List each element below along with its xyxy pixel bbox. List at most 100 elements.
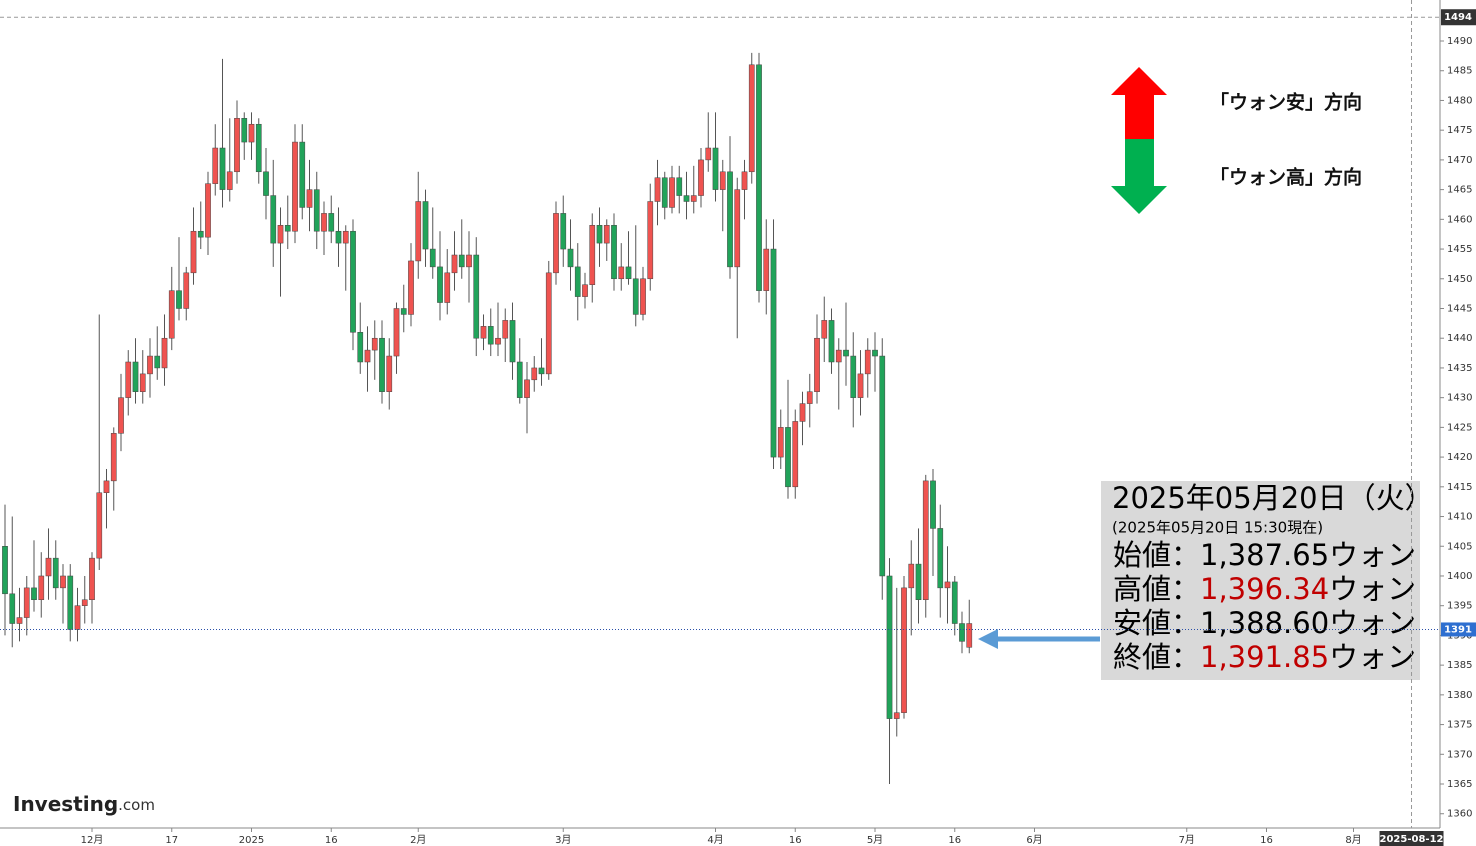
info-row-value: 1,391.85: [1200, 640, 1329, 674]
candle-body: [966, 623, 973, 648]
candle-body: [139, 373, 146, 392]
candle-body: [248, 123, 255, 143]
info-row-label: 高値：: [1113, 572, 1200, 606]
info-row-unit: ウォン: [1329, 640, 1416, 674]
info-title: 2025年05月20日（火）: [1112, 481, 1434, 515]
logo: Investing.com: [13, 792, 155, 816]
info-row-label: 安値：: [1113, 606, 1200, 640]
y-tick-label: 1455: [1447, 244, 1472, 255]
candle-body: [350, 230, 356, 333]
candle-body: [277, 225, 284, 244]
candle-body: [197, 230, 204, 238]
last-price-label: 1391: [1444, 624, 1472, 635]
candle-body: [386, 355, 393, 392]
candle-body: [502, 320, 509, 339]
candle-body: [640, 278, 646, 315]
candle-body: [698, 159, 704, 196]
candle-body: [415, 201, 422, 262]
candle-body: [23, 587, 30, 618]
candle-body: [915, 563, 922, 601]
candle-body: [473, 254, 480, 339]
candle-body: [545, 272, 552, 375]
candle-body: [284, 225, 291, 232]
candle-body: [879, 355, 886, 577]
candle-body: [763, 248, 770, 291]
x-tick-label: 16: [1260, 835, 1273, 846]
candle-body: [147, 355, 153, 375]
y-tick-label: 1425: [1447, 422, 1472, 433]
candle-body: [60, 575, 66, 589]
candle-body: [313, 189, 320, 232]
up-arrow-head: [1111, 67, 1167, 95]
candle-body: [132, 361, 139, 392]
x-tick-label: 6月: [1026, 834, 1042, 846]
y-tick-label: 1410: [1447, 512, 1472, 523]
candle-body: [647, 201, 654, 280]
y-tick-label: 1405: [1447, 541, 1472, 552]
candle-body: [437, 266, 443, 303]
y-tick-label: 1395: [1447, 601, 1472, 612]
candle-body: [937, 528, 944, 589]
y-tick-label: 1370: [1447, 749, 1472, 760]
candle-body: [422, 201, 429, 250]
candle-body: [379, 337, 385, 392]
candle-body: [886, 575, 893, 719]
y-tick-label: 1460: [1447, 214, 1472, 225]
candle-body: [661, 177, 668, 208]
candle-body: [38, 575, 45, 601]
candle-body: [669, 177, 675, 208]
candle-body: [234, 118, 240, 173]
candle-body: [806, 391, 813, 404]
candle-body: [850, 355, 857, 398]
candle-body: [777, 427, 784, 458]
y-tick-label: 1445: [1447, 303, 1472, 314]
x-tick-label: 7月: [1179, 834, 1195, 846]
x-tick-label: 4月: [707, 834, 723, 846]
candle-body: [944, 581, 951, 589]
x-tick-label: 5月: [867, 834, 883, 846]
x-tick-label: 2月: [410, 834, 426, 846]
info-row: 始値：1,387.65ウォン: [1113, 538, 1416, 572]
y-tick-label: 1400: [1447, 571, 1472, 582]
info-subtitle: (2025年05月20日 15:30現在): [1112, 519, 1323, 537]
candle-body: [770, 248, 777, 458]
x-tick-label: 16: [325, 835, 338, 846]
candle-body: [2, 546, 8, 595]
candle-body: [705, 147, 712, 161]
candle-body: [103, 480, 110, 494]
candle-body: [219, 147, 226, 190]
x-tick-label: 17: [165, 835, 178, 846]
candle-body: [81, 599, 88, 606]
y-tick-label: 1480: [1447, 95, 1472, 106]
candle-body: [951, 581, 958, 624]
logo-name: Investing: [13, 792, 118, 816]
candle-body: [959, 623, 965, 642]
direction-label: 「ウォン安」方向: [1210, 91, 1362, 114]
candle-body: [408, 260, 414, 315]
date-marker-label: 2025-08-12: [1380, 834, 1444, 845]
candle-body: [857, 373, 864, 398]
candle-body: [930, 480, 936, 529]
y-tick-label: 1435: [1447, 363, 1472, 374]
info-row-label: 終値：: [1113, 640, 1200, 674]
candle-body: [400, 308, 407, 315]
info-row-unit: ウォン: [1329, 606, 1416, 640]
y-tick-label: 1360: [1447, 809, 1472, 820]
candle-body: [45, 557, 52, 577]
candle-body: [292, 141, 298, 232]
info-row-value: 1,388.60: [1200, 606, 1329, 640]
candle-body: [183, 272, 190, 309]
candle-body: [168, 290, 175, 339]
candle-body: [480, 326, 487, 339]
y-tick-label: 1450: [1447, 274, 1472, 285]
candle-body: [67, 575, 74, 630]
candle-body: [357, 332, 364, 363]
candle-body: [785, 427, 791, 488]
candle-body: [118, 397, 124, 434]
candle-body: [393, 308, 400, 357]
info-row: 安値：1,388.60ウォン: [1113, 606, 1416, 640]
candle-body: [922, 480, 929, 601]
info-row-value: 1,387.65: [1200, 538, 1329, 572]
x-tick-label: 2025: [239, 835, 264, 846]
